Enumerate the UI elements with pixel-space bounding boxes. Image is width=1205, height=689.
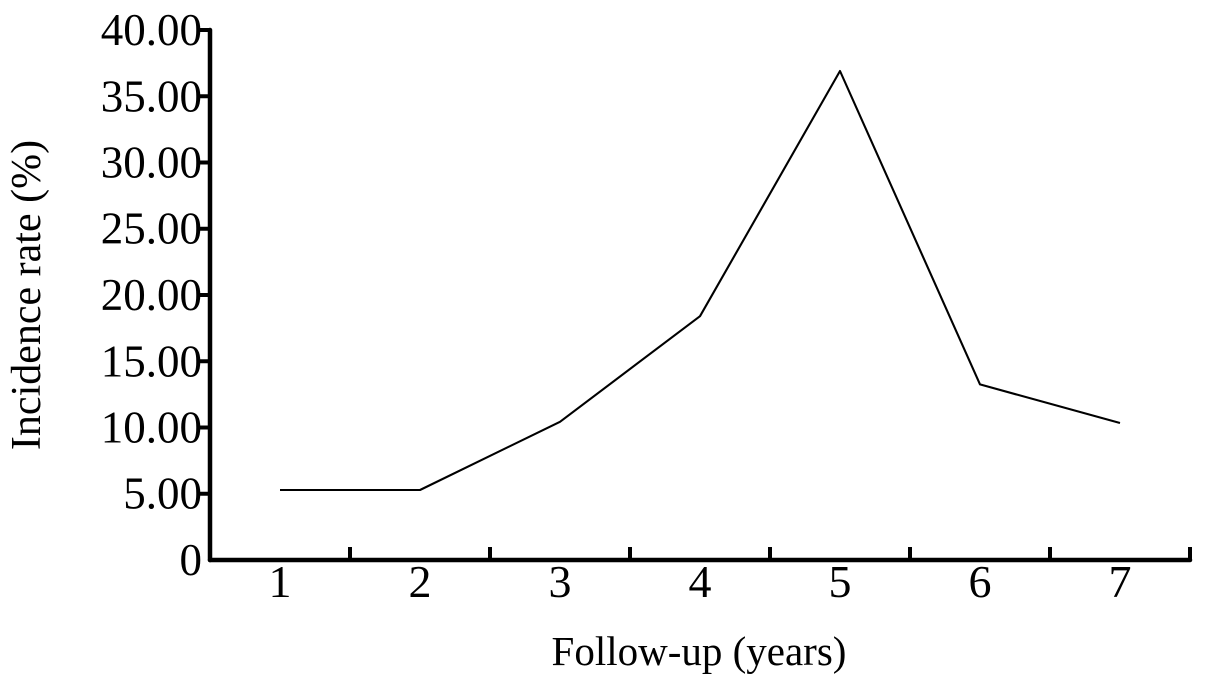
svg-text:2: 2 <box>409 556 432 607</box>
svg-text:6: 6 <box>969 556 992 607</box>
svg-text:10.00: 10.00 <box>101 403 202 453</box>
svg-text:25.00: 25.00 <box>101 204 202 254</box>
svg-text:3: 3 <box>549 556 572 607</box>
svg-text:Follow-up (years): Follow-up (years) <box>552 628 847 674</box>
svg-text:35.00: 35.00 <box>101 72 202 122</box>
svg-text:4: 4 <box>689 556 712 607</box>
svg-text:5: 5 <box>829 556 852 607</box>
svg-text:Incidence rate (%): Incidence rate (%) <box>4 140 50 450</box>
svg-text:40.00: 40.00 <box>101 5 202 55</box>
svg-text:20.00: 20.00 <box>101 270 202 320</box>
svg-text:5.00: 5.00 <box>123 469 202 519</box>
svg-text:30.00: 30.00 <box>101 138 202 188</box>
svg-text:7: 7 <box>1109 556 1132 607</box>
svg-text:0: 0 <box>180 535 203 585</box>
svg-text:15.00: 15.00 <box>101 337 202 387</box>
svg-text:1: 1 <box>269 556 292 607</box>
